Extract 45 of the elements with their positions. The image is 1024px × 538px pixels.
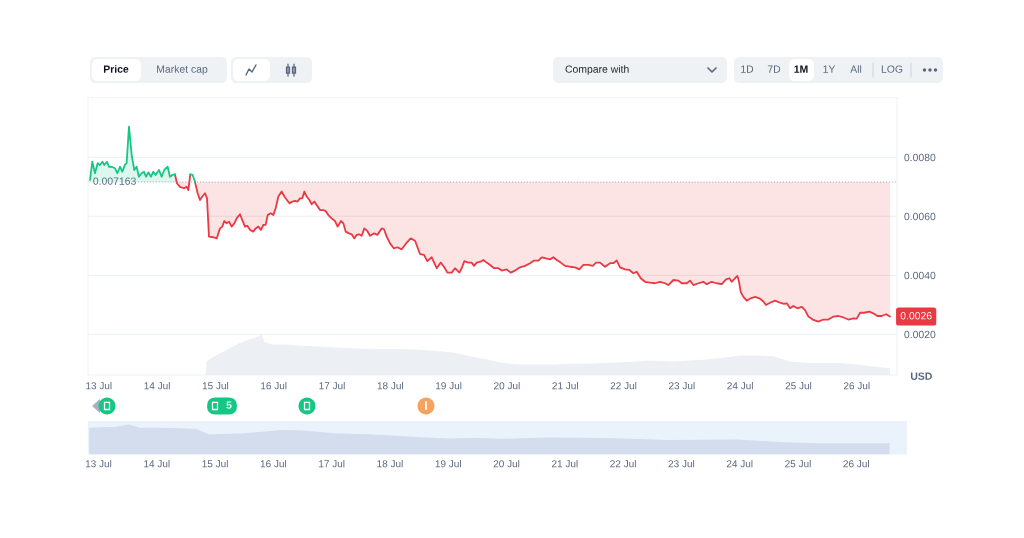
text: 7D	[767, 65, 781, 73]
text: Compare with	[565, 65, 629, 75]
ref-line-label: 0.007163	[93, 177, 136, 185]
y-tick-label: 0.0020	[904, 330, 936, 339]
x-tick-label: 17 Jul	[319, 459, 345, 468]
x-tick-label: 13 Jul	[85, 459, 112, 468]
x-tick-label: 22 Jul	[610, 459, 636, 468]
x-tick-label: 25 Jul	[785, 459, 811, 468]
x-tick-label: 23 Jul	[669, 381, 695, 390]
x-tick-label: 22 Jul	[610, 381, 637, 390]
text: Price	[103, 65, 129, 73]
y-tick-label: 0.0040	[904, 271, 936, 280]
annotation: 0.0026	[900, 312, 932, 320]
x-tick-label: 17 Jul	[319, 381, 345, 390]
x-tick-label: 23 Jul	[668, 459, 695, 468]
x-tick-label: 26 Jul	[843, 459, 869, 468]
x-tick-label: 14 Jul	[144, 459, 170, 468]
text: 1D	[741, 65, 754, 73]
x-tick-label: 13 Jul	[86, 381, 112, 390]
x-tick-label: 20 Jul	[494, 381, 520, 390]
x-tick-label: 20 Jul	[493, 459, 520, 468]
x-tick-label: 24 Jul	[727, 381, 753, 390]
text: LOG	[881, 65, 903, 73]
text: 5	[226, 401, 232, 409]
x-tick-label: 16 Jul	[260, 459, 287, 468]
x-tick-label: 25 Jul	[785, 381, 812, 390]
y-axis-title: USD	[910, 372, 932, 380]
y-tick-label: 0.0080	[904, 153, 936, 162]
x-tick-label: 19 Jul	[436, 381, 462, 390]
x-tick-label: 21 Jul	[552, 381, 578, 390]
x-tick-label: 14 Jul	[144, 381, 170, 390]
x-tick-label: 21 Jul	[551, 459, 578, 468]
x-tick-label: 19 Jul	[435, 459, 461, 468]
x-tick-label: 15 Jul	[202, 459, 228, 468]
x-tick-label: 15 Jul	[202, 381, 229, 390]
text: 1M	[794, 65, 808, 73]
x-tick-label: 18 Jul	[377, 381, 403, 390]
x-tick-label: 26 Jul	[843, 381, 870, 390]
x-tick-label: 16 Jul	[261, 381, 287, 390]
y-tick-label: 0.0060	[904, 212, 936, 221]
x-tick-label: 24 Jul	[726, 459, 753, 468]
text: Market cap	[157, 65, 208, 75]
text: All	[850, 65, 862, 73]
text: 1Y	[823, 65, 836, 73]
x-tick-label: 18 Jul	[377, 459, 403, 468]
